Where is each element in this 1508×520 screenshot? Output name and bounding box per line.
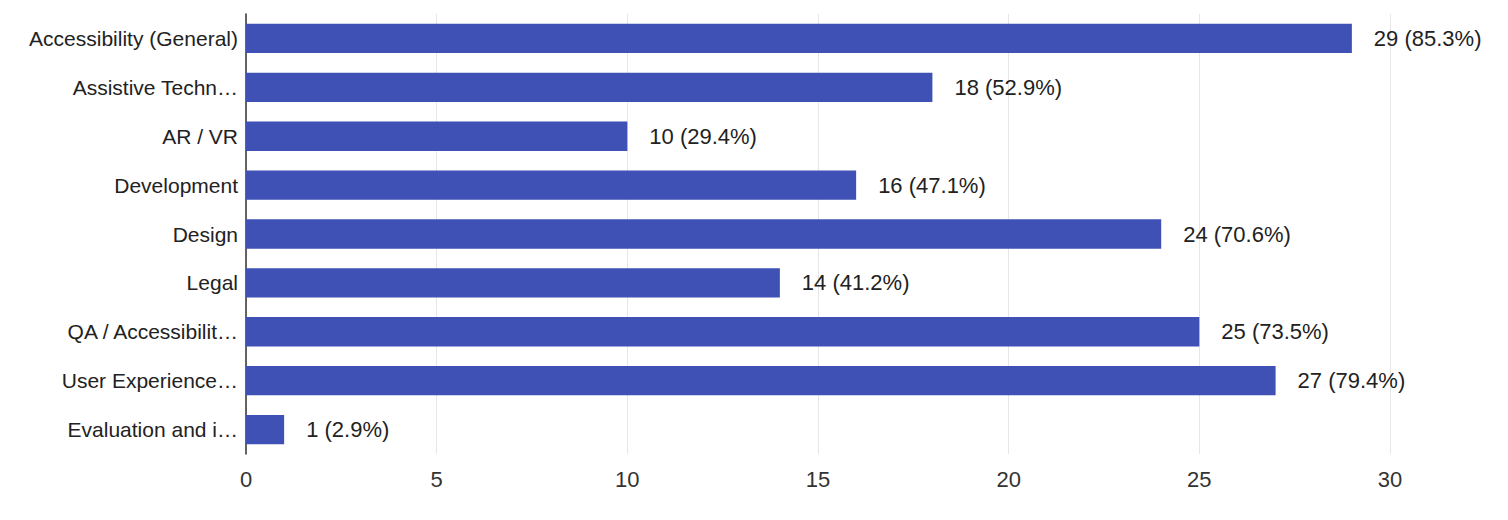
svg-text:Development: Development — [114, 174, 238, 197]
svg-text:30: 30 — [1378, 467, 1402, 492]
svg-text:25 (73.5%): 25 (73.5%) — [1221, 319, 1329, 344]
svg-text:15: 15 — [806, 467, 830, 492]
svg-text:16 (47.1%): 16 (47.1%) — [878, 173, 986, 198]
svg-text:18 (52.9%): 18 (52.9%) — [954, 75, 1062, 100]
svg-text:Evaluation and i…: Evaluation and i… — [68, 418, 238, 441]
svg-text:10 (29.4%): 10 (29.4%) — [649, 124, 757, 149]
svg-text:QA / Accessibilit…: QA / Accessibilit… — [68, 320, 238, 343]
svg-text:Assistive Techn…: Assistive Techn… — [73, 76, 238, 99]
svg-text:27 (79.4%): 27 (79.4%) — [1298, 368, 1406, 393]
svg-text:Accessibility (General): Accessibility (General) — [29, 27, 238, 50]
svg-text:10: 10 — [615, 467, 639, 492]
svg-text:Legal: Legal — [187, 271, 238, 294]
svg-text:20: 20 — [996, 467, 1020, 492]
svg-text:1 (2.9%): 1 (2.9%) — [306, 417, 389, 442]
svg-text:5: 5 — [431, 467, 443, 492]
svg-text:User Experience…: User Experience… — [62, 369, 238, 392]
svg-text:14 (41.2%): 14 (41.2%) — [802, 270, 910, 295]
svg-text:AR / VR: AR / VR — [162, 125, 238, 148]
svg-text:29 (85.3%): 29 (85.3%) — [1374, 26, 1482, 51]
svg-text:25: 25 — [1187, 467, 1211, 492]
svg-text:Design: Design — [173, 223, 238, 246]
svg-text:0: 0 — [240, 467, 252, 492]
svg-text:24 (70.6%): 24 (70.6%) — [1183, 222, 1291, 247]
